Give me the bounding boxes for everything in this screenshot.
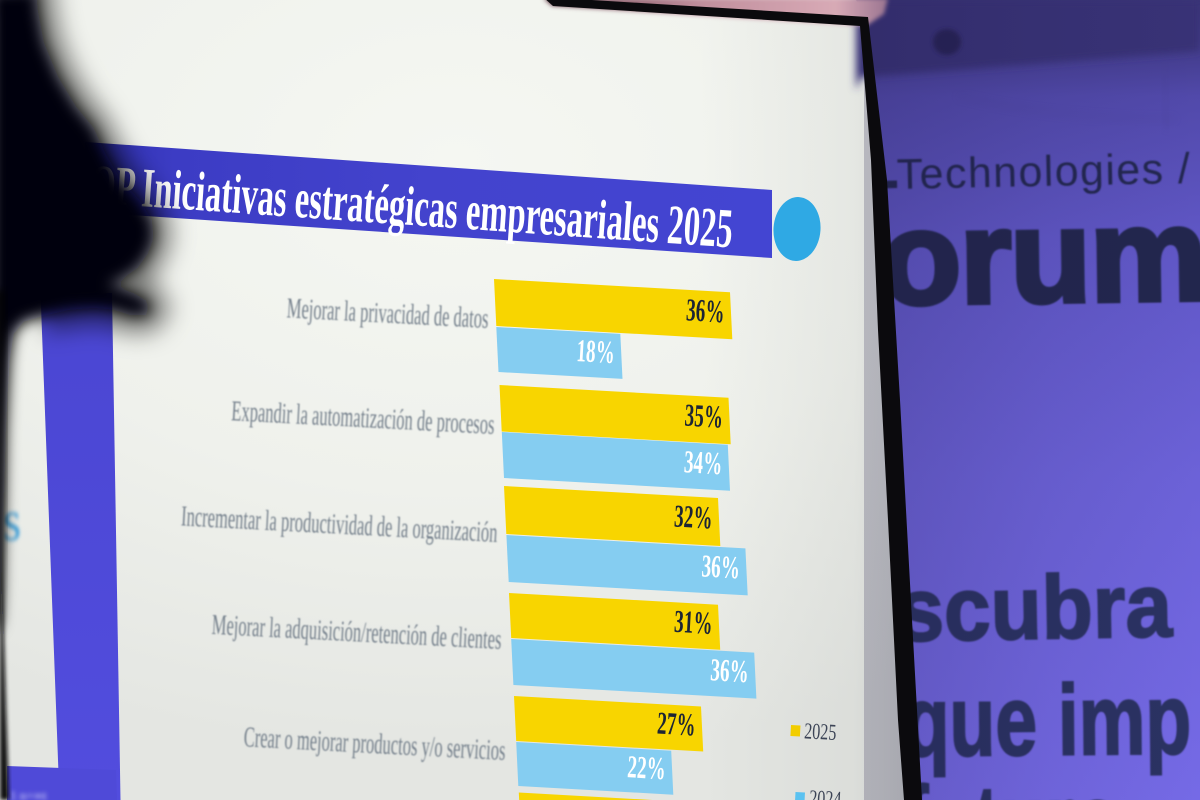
svg-text:34%: 34%: [683, 443, 723, 481]
svg-text:35%: 35%: [684, 396, 724, 434]
svg-text:1 n=∞t: 1 n=∞t: [10, 788, 47, 800]
svg-text:36%: 36%: [701, 547, 741, 585]
svg-text:22%: 22%: [626, 748, 666, 786]
svg-text:s: s: [3, 489, 21, 553]
svg-text:36%: 36%: [709, 651, 749, 689]
svg-text:32%: 32%: [673, 497, 713, 535]
svg-text:2025: 2025: [804, 719, 838, 746]
svg-text:36%: 36%: [685, 291, 725, 329]
svg-text:27%: 27%: [656, 704, 696, 742]
svg-text:18%: 18%: [576, 332, 616, 370]
svg-text:31%: 31%: [673, 603, 713, 641]
svg-text:2024: 2024: [809, 786, 843, 800]
